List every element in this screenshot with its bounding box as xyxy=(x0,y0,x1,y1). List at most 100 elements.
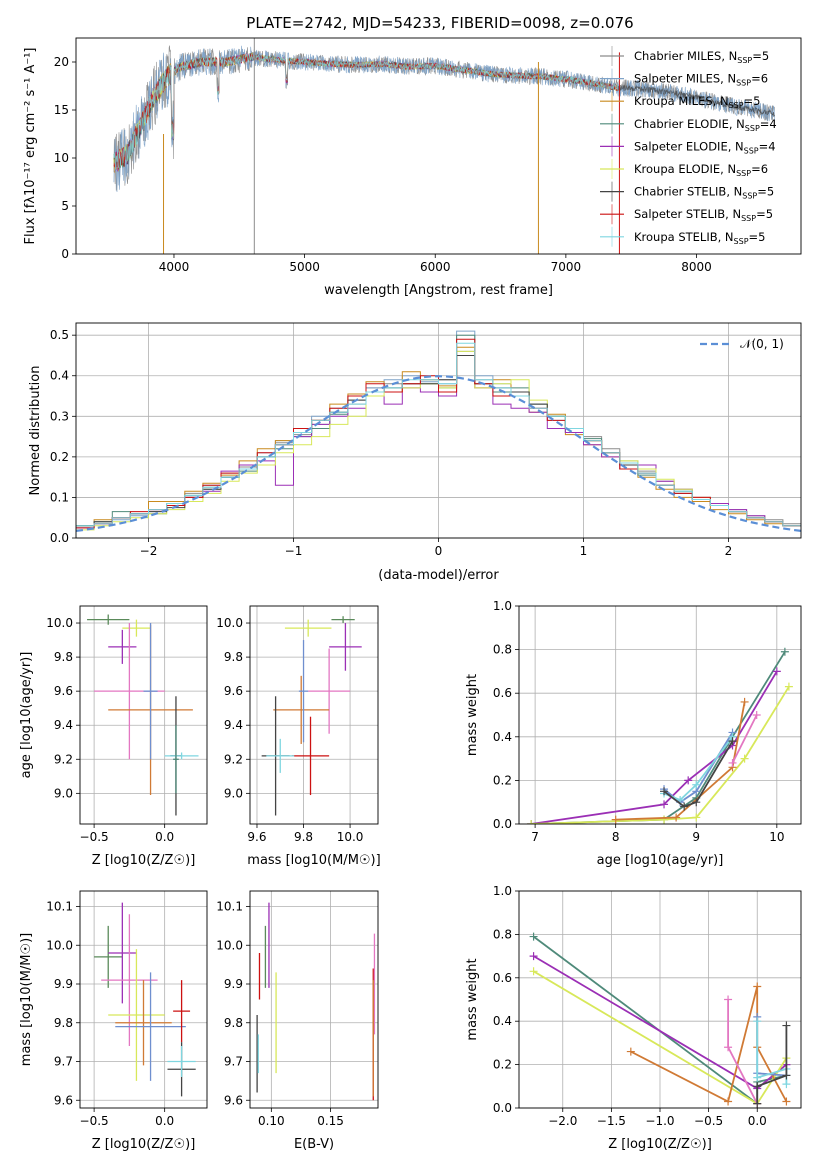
y-tick-label: 9.6 xyxy=(224,1093,243,1107)
legend-label-tail: =4 xyxy=(760,117,777,131)
y-axis-label: Flux [fλ10⁻¹⁷ erg cm⁻² s⁻¹ A⁻¹] xyxy=(23,48,38,245)
x-tick-label: 7 xyxy=(531,830,539,844)
y-tick-label: 0.1 xyxy=(50,490,69,504)
series-point xyxy=(660,800,669,809)
spectrum-lines xyxy=(113,38,775,254)
y-tick-label: 0.0 xyxy=(493,1101,512,1115)
legend-label: Chabrier MILES, NSSP=5 xyxy=(634,49,769,65)
series-point xyxy=(772,667,781,676)
legend-label-tail: =5 xyxy=(757,185,774,199)
histogram-kroupa_stelib xyxy=(76,342,801,538)
y-tick-label: 0.4 xyxy=(50,369,69,383)
mass_weight_vs_age-panel: 7 8 9 10 0.0 0.2 0.4 0.6 0.8 1.0 age [log10(age/yr… xyxy=(465,599,802,868)
series-point xyxy=(611,815,620,824)
legend-label-text: Chabrier ELODIE, N xyxy=(634,117,745,131)
x-axis-label: E(B-V) xyxy=(294,1137,334,1152)
mass_vs_ebv-panel: 0.10 0.15 9.6 9.7 9.8 9.9 10.0 10.1 E(B-V) xyxy=(216,890,379,1152)
axes-frame xyxy=(249,605,379,825)
series-line-chabrier_stelib xyxy=(663,740,734,808)
series-point xyxy=(753,1099,762,1108)
legend-label: Salpeter ELODIE, NSSP=4 xyxy=(634,139,776,155)
y-tick-label: 9.7 xyxy=(54,1055,73,1069)
spectrum-panel: 4000 5000 6000 7000 8000 0 5 10 15 20 wavelength [… xyxy=(23,37,802,298)
legend-label-sub: SSP xyxy=(729,101,744,110)
y-tick-label: 0.2 xyxy=(50,450,69,464)
legend-label: Kroupa MILES, NSSP=5 xyxy=(634,94,760,110)
legend-label-tail: =5 xyxy=(756,207,773,221)
y-tick-label: 9.9 xyxy=(54,977,73,991)
x-axis-label: Z [log10(Z/Z☉)] xyxy=(608,1137,712,1152)
legend-label: Salpeter STELIB, NSSP=5 xyxy=(634,207,773,223)
series-line-orange xyxy=(615,701,746,821)
series-point xyxy=(680,802,689,811)
series-line-chabrier_elodie xyxy=(531,651,786,824)
age_vs_mass-panel: 9.6 9.8 10.0 9.0 9.2 9.4 9.6 9.8 10.0 mass [log10… xyxy=(216,605,381,868)
x-tick-label: −1.0 xyxy=(645,1114,674,1128)
legend-label-tail: =6 xyxy=(751,72,768,86)
y-tick-label: 10.0 xyxy=(46,938,73,952)
legend-label-text: Salpeter ELODIE, N xyxy=(634,139,744,153)
x-tick-label: −2 xyxy=(140,544,158,558)
x-tick-label: 9.8 xyxy=(294,830,313,844)
y-tick-label: 10 xyxy=(54,151,69,165)
axes-frame xyxy=(75,322,802,539)
series-line-blue xyxy=(756,1016,787,1077)
x-axis-label: Z [log10(Z/Z☉)] xyxy=(92,853,196,868)
legend-label-tail: =4 xyxy=(759,139,776,153)
x-tick-label: −2.0 xyxy=(548,1114,577,1128)
histograms xyxy=(76,330,801,538)
y-tick-label: 1.0 xyxy=(493,599,512,613)
series-lines xyxy=(527,647,793,824)
y-tick-label: 0.4 xyxy=(493,730,512,744)
x-tick-label: 8000 xyxy=(681,260,712,274)
axes-frame xyxy=(79,890,208,1109)
errorbars xyxy=(261,616,362,816)
series-point xyxy=(660,787,669,796)
legend-label: Salpeter MILES, NSSP=6 xyxy=(634,72,768,88)
x-tick-label: −0.5 xyxy=(80,1114,109,1128)
x-tick-label: 0.10 xyxy=(258,1114,285,1128)
y-tick-label: 9.6 xyxy=(54,684,73,698)
y-tick-label: 9.2 xyxy=(54,752,73,766)
legend-label-text: Salpeter MILES, N xyxy=(634,72,736,86)
series-point xyxy=(753,1082,762,1091)
series-line-kroupa_stelib xyxy=(663,736,734,802)
x-tick-label: 0.0 xyxy=(748,1114,767,1128)
y-tick-label: 9.0 xyxy=(224,786,243,800)
series-point xyxy=(740,754,749,763)
x-tick-label: 0.15 xyxy=(317,1114,344,1128)
legend-label-sub: SSP xyxy=(736,79,751,88)
x-tick-label: 0.0 xyxy=(155,830,174,844)
x-tick-label: 9 xyxy=(692,830,700,844)
series-point xyxy=(728,737,737,746)
series-point xyxy=(672,813,681,822)
x-tick-label: 8 xyxy=(612,830,620,844)
legend-label: Chabrier STELIB, NSSP=5 xyxy=(634,185,774,201)
legend-label-sub: SSP xyxy=(736,169,751,178)
residuals-panel: −2 −1 0 1 2 0.0 0.1 0.2 0.3 0.4 0.5 (data-model)/er… xyxy=(28,322,802,583)
series-point xyxy=(753,982,762,991)
x-tick-label: 0.0 xyxy=(155,1114,174,1128)
y-tick-label: 0.2 xyxy=(493,773,512,787)
y-tick-label: 9.6 xyxy=(224,684,243,698)
x-tick-label: −1.5 xyxy=(597,1114,626,1128)
series-line-pink xyxy=(731,714,758,764)
y-tick-label: 0.8 xyxy=(493,927,512,941)
age_vs_Z-panel: −0.5 0.0 9.0 9.2 9.4 9.6 9.8 10.0 Z [log10(Z/Z☉)… xyxy=(19,605,208,868)
y-tick-label: 0.6 xyxy=(493,971,512,985)
y-tick-label: 10.0 xyxy=(216,616,243,630)
y-tick-label: 5 xyxy=(61,199,69,213)
y-tick-label: 10.0 xyxy=(216,938,243,952)
y-tick-label: 15 xyxy=(54,103,69,117)
y-tick-label: 10.1 xyxy=(216,900,243,914)
y-tick-label: 0.3 xyxy=(50,409,69,423)
y-axis-label: Normed distribution xyxy=(28,366,43,496)
x-tick-label: 5000 xyxy=(289,260,320,274)
y-tick-label: 0.6 xyxy=(493,686,512,700)
series-point xyxy=(782,1080,791,1089)
gaussian-curve xyxy=(76,375,801,532)
axes-frame xyxy=(75,37,802,255)
legend-label-sub: SSP xyxy=(745,124,760,133)
series-point xyxy=(740,697,749,706)
y-tick-label: 1.0 xyxy=(493,884,512,898)
